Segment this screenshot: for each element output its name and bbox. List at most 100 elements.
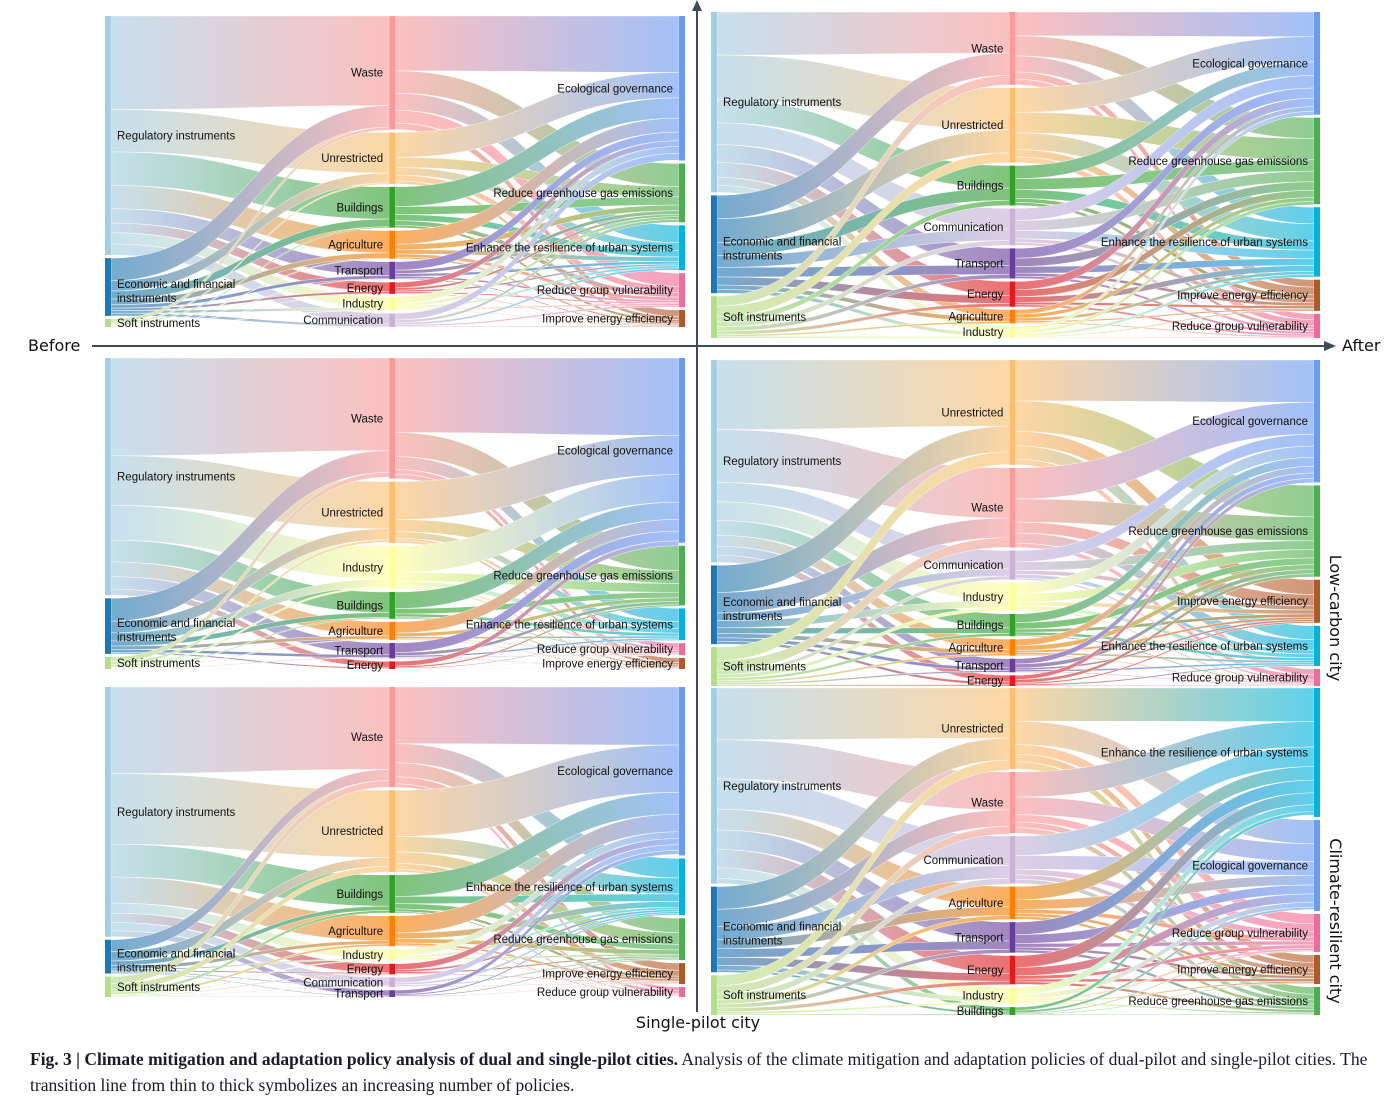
node-label-waste: Waste (971, 503, 1003, 515)
node-label-waste: Waste (351, 732, 383, 744)
node-label-improve-energy-efficiency: Improve energy efficiency (542, 314, 673, 326)
flow-energy-to-reduce-group-vulnerability (395, 654, 680, 669)
source-node-regulatory-instruments (105, 358, 111, 596)
node-label-economic-and-financial-instruments: Economic and financial (723, 597, 841, 609)
target-node-ecological-governance (679, 16, 685, 161)
links (110, 357, 680, 670)
flow-buildings-to-reduce-greenhouse-gas-emissions (1015, 1013, 1315, 1016)
target-node-reduce-greenhouse-gas-emissions (1314, 485, 1320, 577)
middle-node-industry (389, 296, 396, 311)
node-label-reduce-group-vulnerability: Reduce group vulnerability (1172, 928, 1308, 940)
node-label-communication: Communication (924, 855, 1004, 867)
node-label-reduce-greenhouse-gas-emissions: Reduce greenhouse gas emissions (493, 934, 673, 946)
node-label-reduce-greenhouse-gas-emissions: Reduce greenhouse gas emissions (1128, 156, 1308, 168)
flow-waste-to-ecological-governance (395, 357, 680, 436)
flow-communication-to-improve-energy-efficiency (395, 325, 680, 328)
node-label-economic-and-financial-instruments: Economic and financial (723, 921, 841, 933)
flow-soft-instruments-to-agriculture (716, 915, 1010, 1005)
middle-node-transport (1009, 248, 1016, 279)
flow-soft-instruments-to-industry (110, 309, 390, 327)
node-label-improve-energy-efficiency: Improve energy efficiency (542, 969, 673, 981)
flow-soft-instruments-to-agriculture (110, 257, 390, 326)
node-label-industry: Industry (342, 950, 383, 962)
nodes: Regulatory instruments Economic and finan… (711, 360, 1320, 688)
node-label-industry: Industry (962, 991, 1003, 1003)
node-label-soft-instruments: Soft instruments (723, 990, 806, 1002)
sankey-panel-after-climate-resilient: Regulatory instruments Economic and finan… (711, 687, 1320, 1018)
node-label-soft-instruments: Soft instruments (117, 318, 200, 330)
sankey-panel-before-low-carbon: Regulatory instruments Economic and finan… (105, 357, 685, 672)
flow-unrestricted-to-enhance-the-resilience-of-urban-systems (1015, 687, 1315, 722)
middle-node-buildings (389, 186, 396, 228)
target-node-improve-energy-efficiency (1314, 955, 1320, 984)
caption-body: Analysis of the climate mitigation and a… (30, 1049, 1368, 1095)
source-node-economic-and-financial-instruments (711, 195, 717, 294)
flow-regulatory-instruments-to-waste (716, 11, 1010, 56)
middle-node-agriculture (1009, 639, 1016, 656)
target-node-reduce-greenhouse-gas-emissions (679, 163, 685, 223)
flow-energy-to-reduce-greenhouse-gas-emissions (395, 604, 680, 668)
target-node-improve-energy-efficiency (679, 658, 685, 669)
middle-node-transport (1009, 658, 1016, 673)
target-node-reduce-greenhouse-gas-emissions (679, 918, 685, 961)
node-label-reduce-greenhouse-gas-emissions: Reduce greenhouse gas emissions (493, 571, 673, 583)
middle-node-unrestricted (389, 790, 396, 872)
node-label-economic-and-financial-instruments: Economic and financial (117, 279, 235, 291)
flow-energy-to-reduce-group-vulnerability (1015, 685, 1315, 687)
axis-label-before: Before (28, 336, 80, 355)
middle-node-transport (389, 990, 396, 997)
flow-energy-to-enhance-the-resilience-of-urban-systems (1015, 664, 1315, 686)
nodes: Regulatory instruments Economic and finan… (105, 16, 685, 330)
source-node-soft-instruments (105, 318, 111, 327)
middle-node-communication (389, 977, 396, 988)
node-label-soft-instruments: Soft instruments (723, 312, 806, 324)
middle-node-unrestricted (1009, 87, 1016, 163)
target-node-reduce-greenhouse-gas-emissions (1314, 117, 1320, 205)
node-label-buildings: Buildings (957, 181, 1004, 193)
side-label-low-carbon-city: Low-carbon city (1326, 555, 1345, 682)
flow-regulatory-instruments-to-waste (110, 357, 390, 456)
nodes: Regulatory instruments Economic and finan… (105, 358, 685, 672)
flow-energy-to-ecological-governance (1015, 478, 1315, 680)
node-label-reduce-greenhouse-gas-emissions: Reduce greenhouse gas emissions (1128, 526, 1308, 538)
middle-node-industry (1009, 326, 1016, 338)
node-label-energy: Energy (347, 660, 384, 672)
node-label-unrestricted: Unrestricted (941, 723, 1003, 735)
middle-node-transport (1009, 922, 1016, 953)
source-node-regulatory-instruments (105, 16, 111, 256)
links (110, 15, 680, 328)
node-label-economic-and-financial-instruments-line2: instruments (117, 293, 177, 305)
node-label-economic-and-financial-instruments-line2: instruments (723, 250, 783, 262)
middle-node-industry (389, 545, 396, 590)
source-node-regulatory-instruments (711, 12, 717, 193)
node-label-energy: Energy (967, 676, 1004, 688)
node-label-enhance-the-resilience-of-urban-systems: Enhance the resilience of urban systems (466, 882, 673, 894)
target-node-improve-energy-efficiency (679, 963, 685, 985)
axis-label-single-pilot: Single-pilot city (636, 1013, 760, 1032)
source-node-soft-instruments (711, 975, 717, 1015)
node-label-economic-and-financial-instruments-line2: instruments (117, 963, 177, 975)
target-node-ecological-governance (679, 358, 685, 543)
node-label-economic-and-financial-instruments: Economic and financial (723, 236, 841, 248)
source-node-regulatory-instruments (711, 360, 717, 563)
middle-node-buildings (1009, 165, 1016, 206)
node-label-soft-instruments: Soft instruments (723, 662, 806, 674)
node-label-unrestricted: Unrestricted (321, 153, 383, 165)
node-label-ecological-governance: Ecological governance (557, 766, 673, 778)
flow-unrestricted-to-ecological-governance (1015, 359, 1315, 403)
node-label-unrestricted: Unrestricted (941, 407, 1003, 419)
flow-soft-instruments-to-energy (716, 684, 1010, 687)
target-node-ecological-governance (1314, 820, 1320, 911)
middle-node-transport (389, 643, 396, 659)
flow-soft-instruments-to-waste (110, 780, 390, 984)
node-label-reduce-greenhouse-gas-emissions: Reduce greenhouse gas emissions (493, 188, 673, 200)
node-label-improve-energy-efficiency: Improve energy efficiency (542, 659, 673, 671)
flow-soft-instruments-to-energy (110, 293, 390, 327)
figure-caption: Fig. 3 | Climate mitigation and adaptati… (30, 1046, 1375, 1098)
target-node-enhance-the-resilience-of-urban-systems (1314, 688, 1320, 817)
vertical-axis-arrow-icon (692, 0, 702, 11)
flow-soft-instruments-to-energy (110, 973, 390, 997)
flow-waste-to-ecological-governance (395, 15, 680, 73)
node-label-improve-energy-efficiency: Improve energy efficiency (1177, 965, 1308, 977)
flow-soft-instruments-to-waste (716, 826, 1010, 994)
